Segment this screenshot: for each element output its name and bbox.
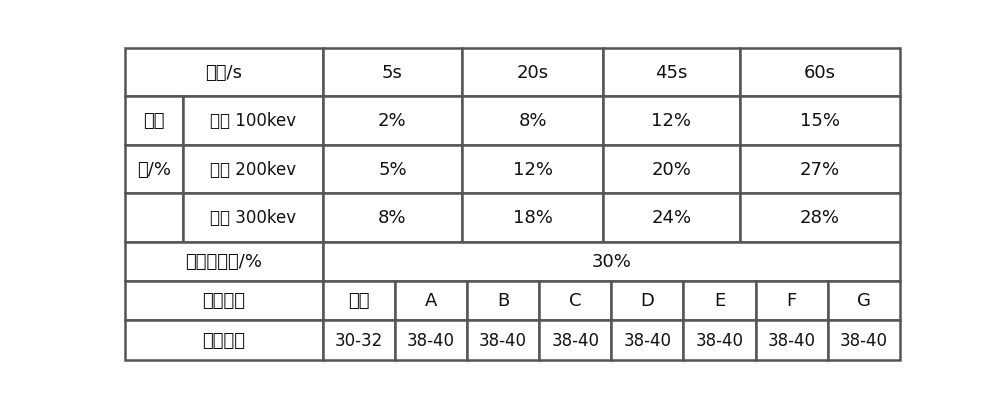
Bar xyxy=(395,281,467,320)
Bar xyxy=(603,145,740,194)
Text: 能量 100kev: 能量 100kev xyxy=(210,112,296,130)
Bar xyxy=(323,242,900,281)
Bar xyxy=(740,145,900,194)
Bar xyxy=(125,145,183,194)
Bar xyxy=(323,320,395,360)
Bar xyxy=(462,145,603,194)
Bar xyxy=(125,194,183,242)
Bar xyxy=(467,281,539,320)
Text: C: C xyxy=(569,292,581,309)
Text: 30%: 30% xyxy=(591,252,631,271)
Text: 接枝: 接枝 xyxy=(143,112,165,130)
Bar xyxy=(828,320,900,360)
Text: 2%: 2% xyxy=(378,112,407,130)
Text: 28%: 28% xyxy=(800,209,840,227)
Text: 12%: 12% xyxy=(651,112,691,130)
Text: 能量 200kev: 能量 200kev xyxy=(210,160,296,179)
Bar xyxy=(183,97,323,145)
Text: 60s: 60s xyxy=(804,64,836,82)
Text: 8%: 8% xyxy=(378,209,407,227)
Text: 20s: 20s xyxy=(517,64,549,82)
Bar xyxy=(683,281,756,320)
Text: 8%: 8% xyxy=(518,112,547,130)
Text: 24%: 24% xyxy=(651,209,691,227)
Text: E: E xyxy=(714,292,725,309)
Bar xyxy=(323,281,395,320)
Text: 38-40: 38-40 xyxy=(768,331,816,349)
Bar xyxy=(828,281,900,320)
Bar xyxy=(740,97,900,145)
Bar xyxy=(603,97,740,145)
Text: 12%: 12% xyxy=(513,160,553,179)
Bar xyxy=(539,281,611,320)
Text: 38-40: 38-40 xyxy=(623,331,671,349)
Bar xyxy=(183,194,323,242)
Bar xyxy=(323,194,462,242)
Bar xyxy=(462,49,603,97)
Bar xyxy=(603,194,740,242)
Bar xyxy=(740,194,900,242)
Bar xyxy=(462,97,603,145)
Bar xyxy=(323,97,462,145)
Text: G: G xyxy=(857,292,871,309)
Bar xyxy=(125,242,323,281)
Bar xyxy=(756,281,828,320)
Bar xyxy=(756,320,828,360)
Bar xyxy=(539,320,611,360)
Bar xyxy=(125,281,323,320)
Text: 薄膜位点: 薄膜位点 xyxy=(202,292,245,309)
Text: 原膜: 原膜 xyxy=(348,292,369,309)
Bar xyxy=(125,49,323,97)
Bar xyxy=(183,145,323,194)
Bar xyxy=(125,97,183,145)
Text: 率/%: 率/% xyxy=(137,160,171,179)
Bar xyxy=(125,320,323,360)
Bar xyxy=(740,49,900,97)
Text: 5s: 5s xyxy=(382,64,403,82)
Bar xyxy=(323,49,462,97)
Text: 38-40: 38-40 xyxy=(479,331,527,349)
Bar xyxy=(611,281,683,320)
Bar xyxy=(603,49,740,97)
Text: 时间/s: 时间/s xyxy=(205,64,242,82)
Text: 5%: 5% xyxy=(378,160,407,179)
Bar xyxy=(462,194,603,242)
Text: 丙烯酸浓度/%: 丙烯酸浓度/% xyxy=(185,252,262,271)
Text: 15%: 15% xyxy=(800,112,840,130)
Bar xyxy=(395,320,467,360)
Text: 能量 300kev: 能量 300kev xyxy=(210,209,296,227)
Bar xyxy=(467,320,539,360)
Text: B: B xyxy=(497,292,509,309)
Text: 30-32: 30-32 xyxy=(335,331,383,349)
Bar xyxy=(683,320,756,360)
Text: 38-40: 38-40 xyxy=(407,331,455,349)
Text: 38-40: 38-40 xyxy=(551,331,599,349)
Text: 38-40: 38-40 xyxy=(696,331,744,349)
Text: 27%: 27% xyxy=(800,160,840,179)
Text: F: F xyxy=(787,292,797,309)
Text: 表面张力: 表面张力 xyxy=(202,331,245,349)
Text: 18%: 18% xyxy=(513,209,553,227)
Text: 20%: 20% xyxy=(651,160,691,179)
Text: 38-40: 38-40 xyxy=(840,331,888,349)
Bar xyxy=(611,320,683,360)
Text: 45s: 45s xyxy=(655,64,688,82)
Text: D: D xyxy=(640,292,654,309)
Bar xyxy=(323,145,462,194)
Text: A: A xyxy=(425,292,437,309)
